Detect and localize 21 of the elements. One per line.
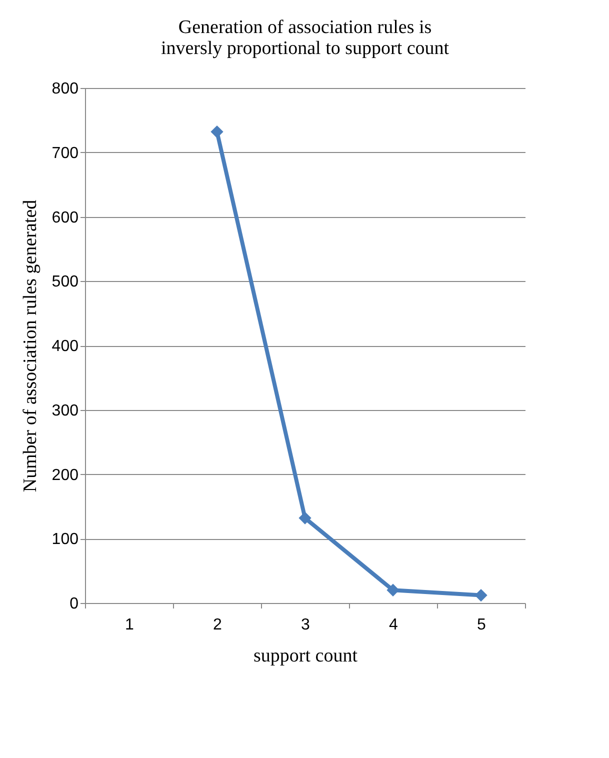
y-tick-label: 300 [52, 402, 79, 420]
x-axis-title: support count [254, 646, 358, 666]
point [386, 584, 400, 596]
y-axis-title: Number of association rules generated [20, 199, 41, 492]
y-tick-label: 500 [52, 274, 79, 291]
chart-title: Generation of association rules is inversly proportional to support count [160, 17, 450, 59]
y-tick-label: 100 [52, 531, 79, 548]
x-tick-label: 2 [213, 616, 222, 634]
y-tick-label: 0 [70, 596, 79, 612]
point [298, 512, 312, 524]
y-tick-label: 700 [52, 144, 79, 162]
x-tick-label: 4 [389, 616, 398, 634]
point [210, 125, 224, 138]
y-tick-label: 800 [52, 80, 79, 98]
x-tick-label: 1 [125, 616, 134, 634]
point [474, 588, 488, 602]
y-tick-label: 400 [52, 338, 79, 355]
y-tick-label: 200 [52, 466, 79, 484]
y-tick-label: 600 [52, 209, 79, 226]
x-tick-label: 5 [477, 616, 486, 634]
x-tick-label: 3 [301, 616, 310, 634]
